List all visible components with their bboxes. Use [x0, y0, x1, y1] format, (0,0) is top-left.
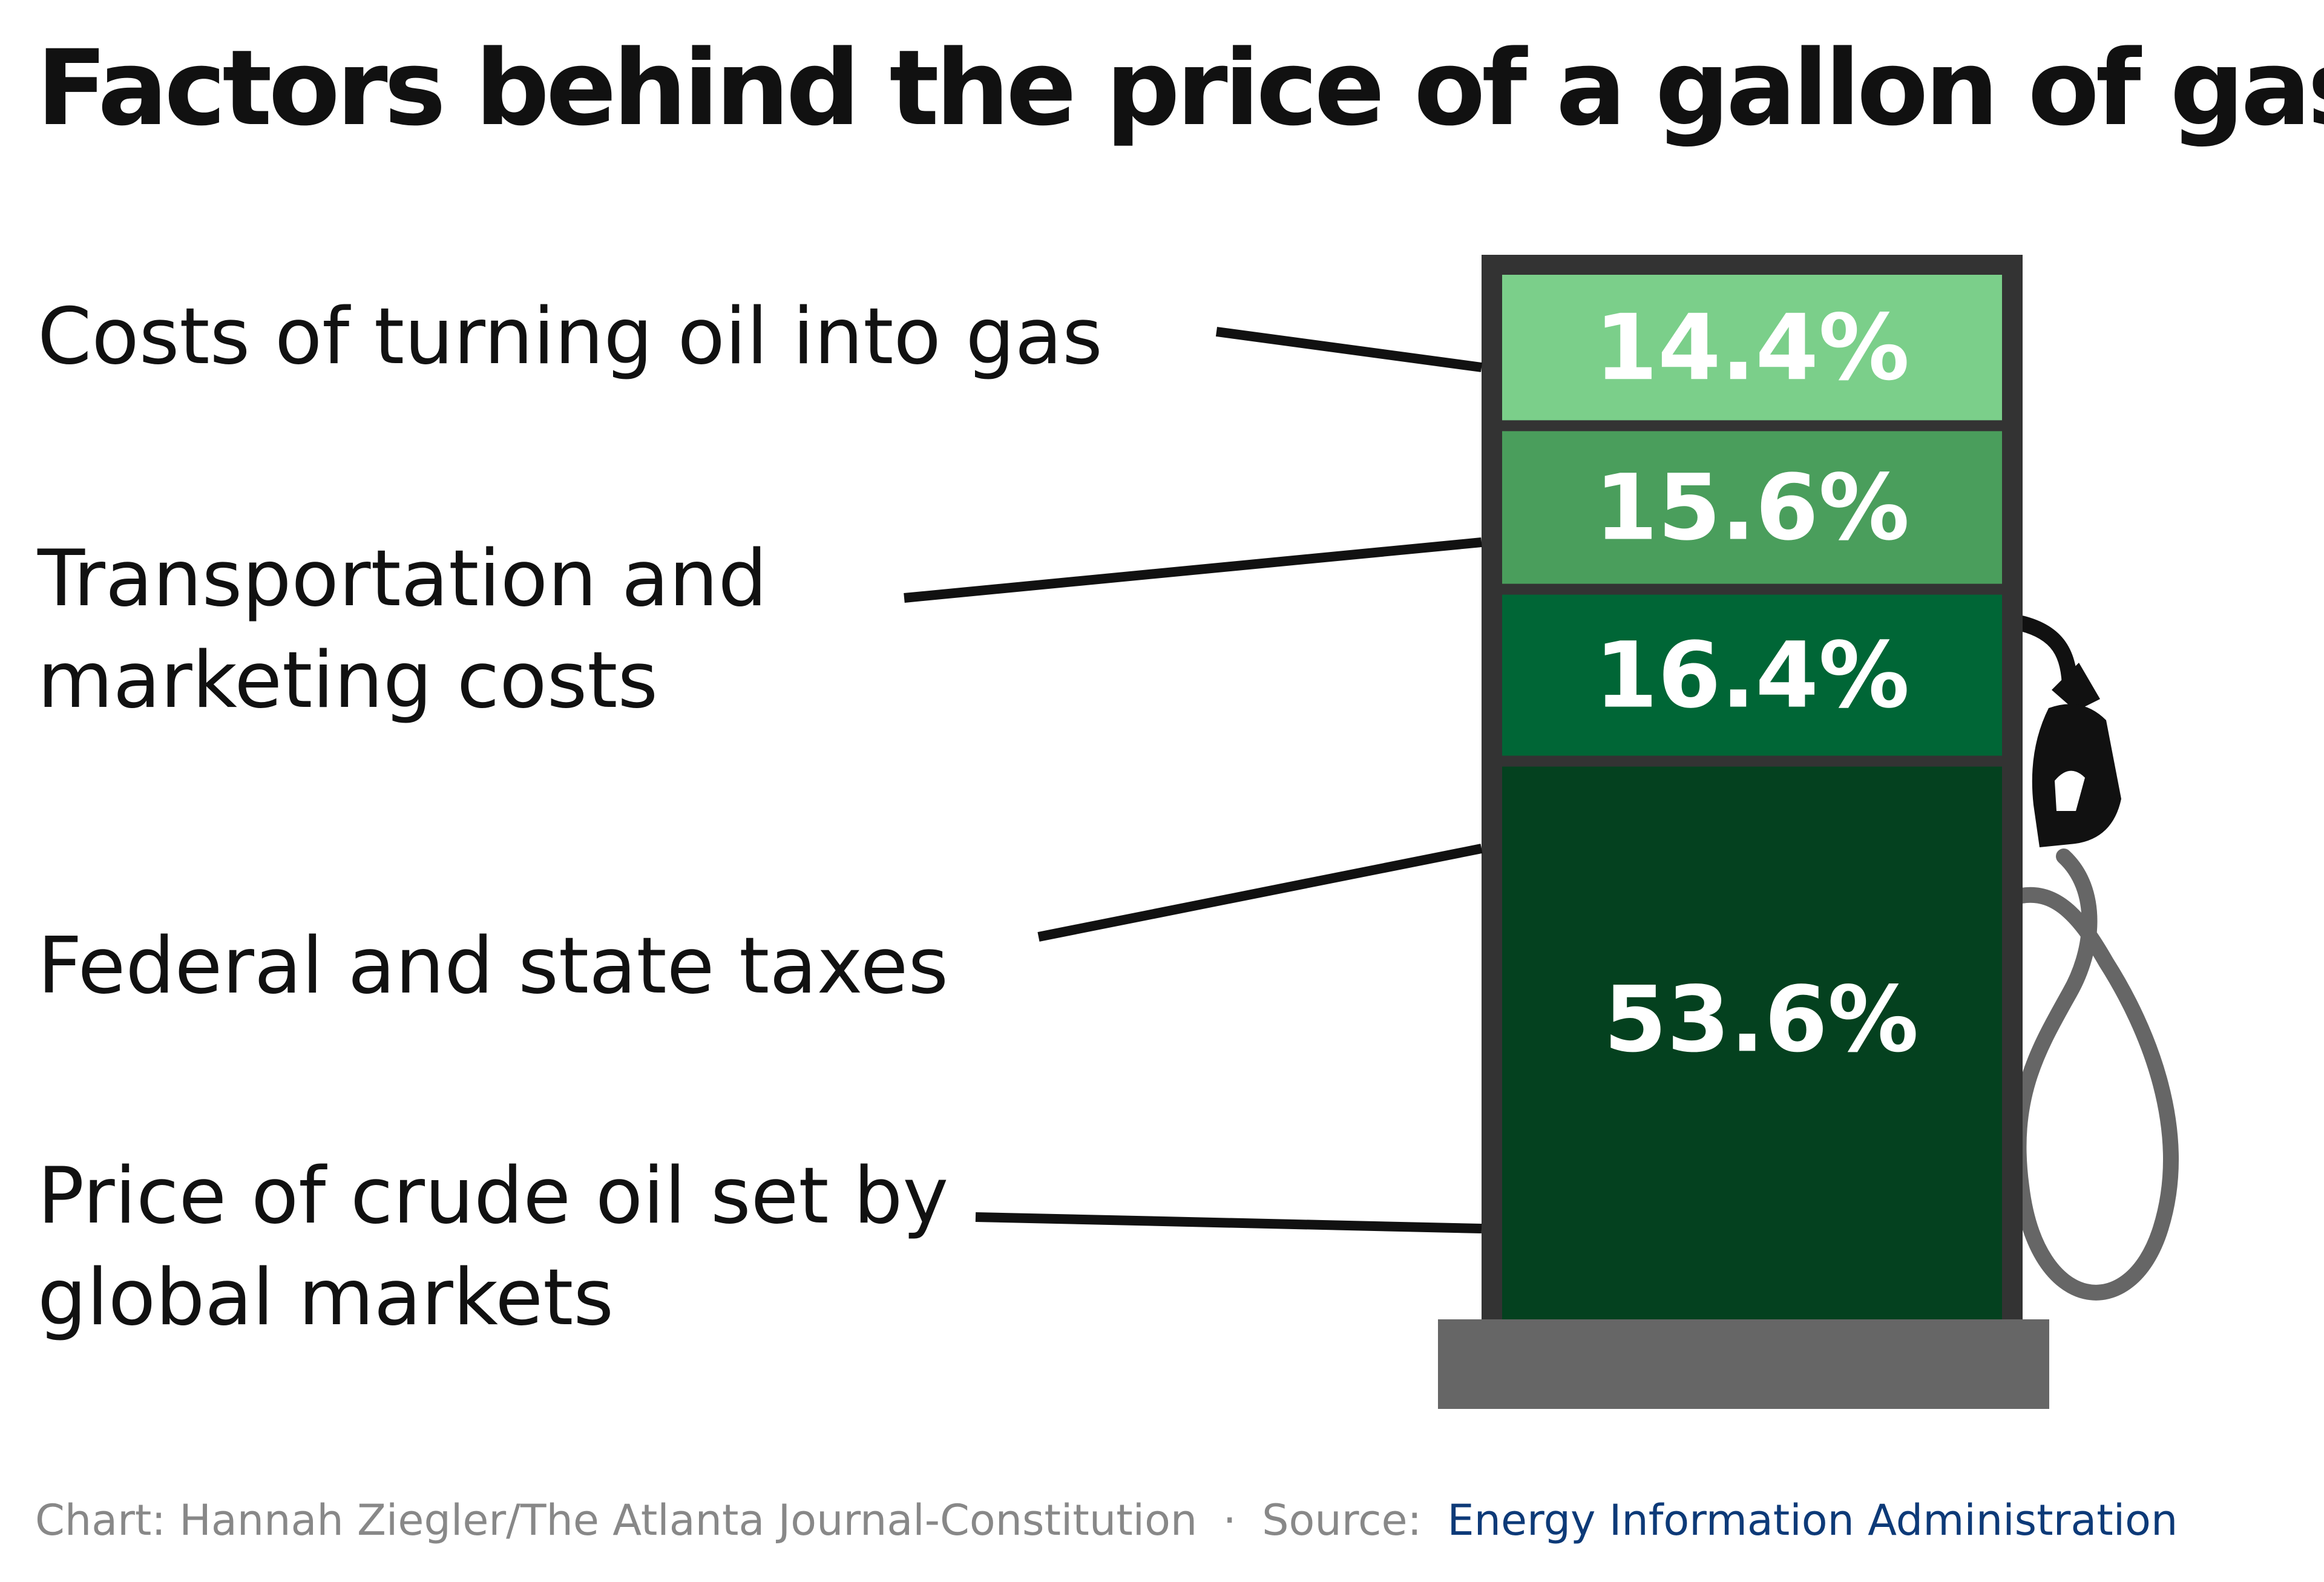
category-label: Costs of turning oil into gas — [38, 292, 1103, 382]
bar-segment-2 — [1502, 431, 2002, 584]
footer-line: Chart: Hannah Ziegler/The Atlanta Journa… — [35, 1495, 2178, 1545]
bar-segment-1 — [1502, 275, 2002, 421]
category-label: Federal and state taxes — [38, 921, 948, 1011]
gas-pump-base — [1438, 1319, 2049, 1409]
leader-line — [1037, 844, 1483, 942]
footer-source-prefix: Source: — [1262, 1495, 1422, 1545]
category-label: Transportation and marketing costs — [37, 534, 767, 726]
fuel-nozzle-icon — [2011, 615, 2179, 1301]
footer-credit: Chart: Hannah Ziegler/The Atlanta Journa… — [35, 1495, 1197, 1545]
leader-line — [1215, 327, 1483, 372]
category-label: Price of crude oil set by global markets — [38, 1151, 948, 1343]
value-label: 16.4% — [1595, 623, 1909, 729]
chart-title: Factors behind the price of a gallon of … — [36, 27, 2324, 149]
value-label: 14.4% — [1595, 295, 1909, 401]
value-label: 15.6% — [1595, 456, 1909, 561]
bar-segment-3 — [1502, 594, 2002, 756]
footer-separator: · — [1223, 1495, 1236, 1545]
leader-line — [904, 537, 1482, 603]
leader-line — [975, 1212, 1482, 1233]
value-label: 53.6% — [1604, 967, 1919, 1072]
footer-source-link[interactable]: Energy Information Administration — [1447, 1495, 2178, 1545]
bar-segment-4 — [1502, 766, 2002, 1323]
